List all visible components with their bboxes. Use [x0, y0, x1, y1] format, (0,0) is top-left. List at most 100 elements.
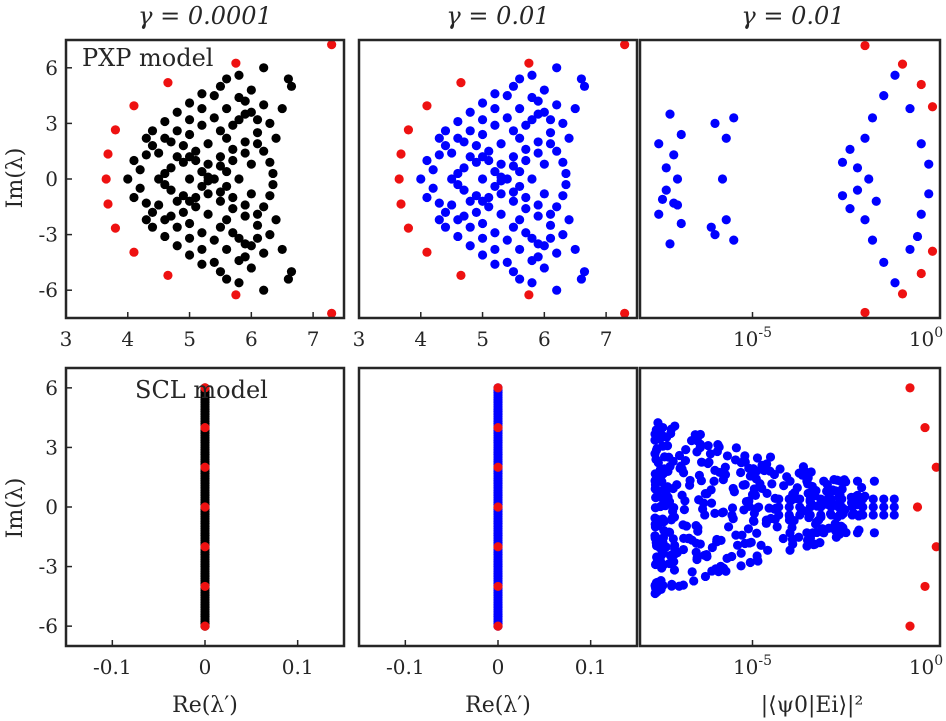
data-point — [527, 174, 537, 184]
data-point — [847, 494, 857, 504]
data-point — [666, 428, 676, 439]
data-point — [422, 155, 432, 166]
data-point — [493, 542, 503, 552]
data-point — [440, 207, 451, 217]
data-point — [545, 139, 556, 149]
data-point — [700, 571, 711, 582]
data-point — [129, 247, 139, 257]
data-point — [240, 148, 250, 158]
data-point — [508, 161, 519, 171]
data-point — [456, 78, 466, 88]
data-point — [222, 103, 232, 114]
data-point — [496, 189, 506, 199]
data-point — [184, 115, 195, 125]
data-point — [710, 230, 720, 240]
data-point — [927, 246, 938, 256]
data-point — [471, 141, 481, 151]
data-point — [252, 115, 263, 125]
data-point — [826, 502, 836, 512]
data-point — [228, 120, 238, 130]
data-point — [184, 129, 195, 140]
data-point — [160, 168, 170, 179]
data-point — [740, 480, 750, 490]
data-point — [265, 230, 275, 240]
data-point — [687, 535, 697, 545]
data-point — [654, 209, 664, 219]
data-point — [752, 453, 763, 463]
data-point — [757, 483, 767, 494]
data-point — [166, 211, 176, 221]
data-point — [816, 494, 826, 504]
data-point — [785, 545, 795, 555]
data-point — [667, 581, 677, 591]
data-point — [736, 548, 746, 558]
data-point — [784, 502, 794, 512]
data-point — [123, 174, 133, 184]
data-point — [654, 139, 664, 149]
data-point — [890, 70, 900, 80]
data-point — [658, 514, 668, 524]
data-point — [447, 174, 457, 184]
data-point — [677, 464, 687, 474]
data-point — [669, 502, 679, 513]
data-point — [203, 176, 213, 186]
data-point — [661, 163, 671, 173]
data-point — [396, 199, 406, 209]
data-point — [756, 540, 766, 550]
data-point — [728, 483, 738, 494]
data-point — [533, 137, 543, 147]
data-point — [650, 531, 660, 541]
data-point — [422, 101, 432, 111]
panel-title-gamma-0.01-a: γ = 0.01 — [446, 2, 549, 30]
data-point — [852, 163, 863, 173]
data-point — [200, 422, 210, 433]
data-point — [524, 58, 534, 68]
axes-frame — [357, 38, 639, 320]
data-point — [240, 137, 250, 147]
data-point — [533, 148, 543, 158]
data-point — [765, 452, 776, 462]
data-point — [545, 115, 556, 125]
scl-model-annotation: SCL model — [135, 376, 268, 404]
data-point — [736, 467, 746, 478]
data-point — [184, 98, 195, 108]
data-point — [222, 215, 232, 225]
data-point — [456, 270, 466, 280]
data-point — [493, 383, 503, 393]
data-point — [558, 157, 568, 167]
data-point — [327, 40, 337, 50]
data-point — [558, 118, 568, 128]
data-point — [533, 211, 543, 221]
data-point — [203, 189, 213, 199]
data-point — [785, 476, 795, 486]
data-point — [163, 270, 173, 280]
x-tick-label: 100 — [909, 653, 943, 679]
data-point — [912, 502, 923, 512]
data-point — [147, 207, 158, 217]
data-point — [141, 215, 151, 225]
data-point — [916, 79, 926, 90]
data-point — [674, 581, 684, 591]
data-point — [283, 74, 293, 84]
data-point — [477, 250, 488, 260]
data-point — [246, 263, 256, 273]
data-point — [889, 502, 899, 512]
x-tick-label: 10-5 — [733, 325, 772, 351]
data-point — [434, 198, 444, 208]
data-point — [837, 484, 847, 494]
data-point — [234, 255, 244, 266]
data-point — [160, 231, 170, 242]
data-point — [737, 530, 747, 540]
x-tick-label: 0.1 — [282, 655, 314, 679]
data-point — [858, 494, 868, 504]
data-point — [879, 510, 889, 520]
x-tick-label: -0.1 — [386, 655, 425, 679]
data-point — [701, 549, 712, 560]
data-point — [200, 462, 210, 472]
data-point — [545, 209, 556, 219]
x-tick-label: -0.1 — [93, 655, 132, 679]
data-point — [705, 449, 716, 459]
x-tick-label: 0.1 — [575, 655, 607, 679]
data-point — [655, 429, 665, 439]
data-point — [680, 456, 691, 466]
